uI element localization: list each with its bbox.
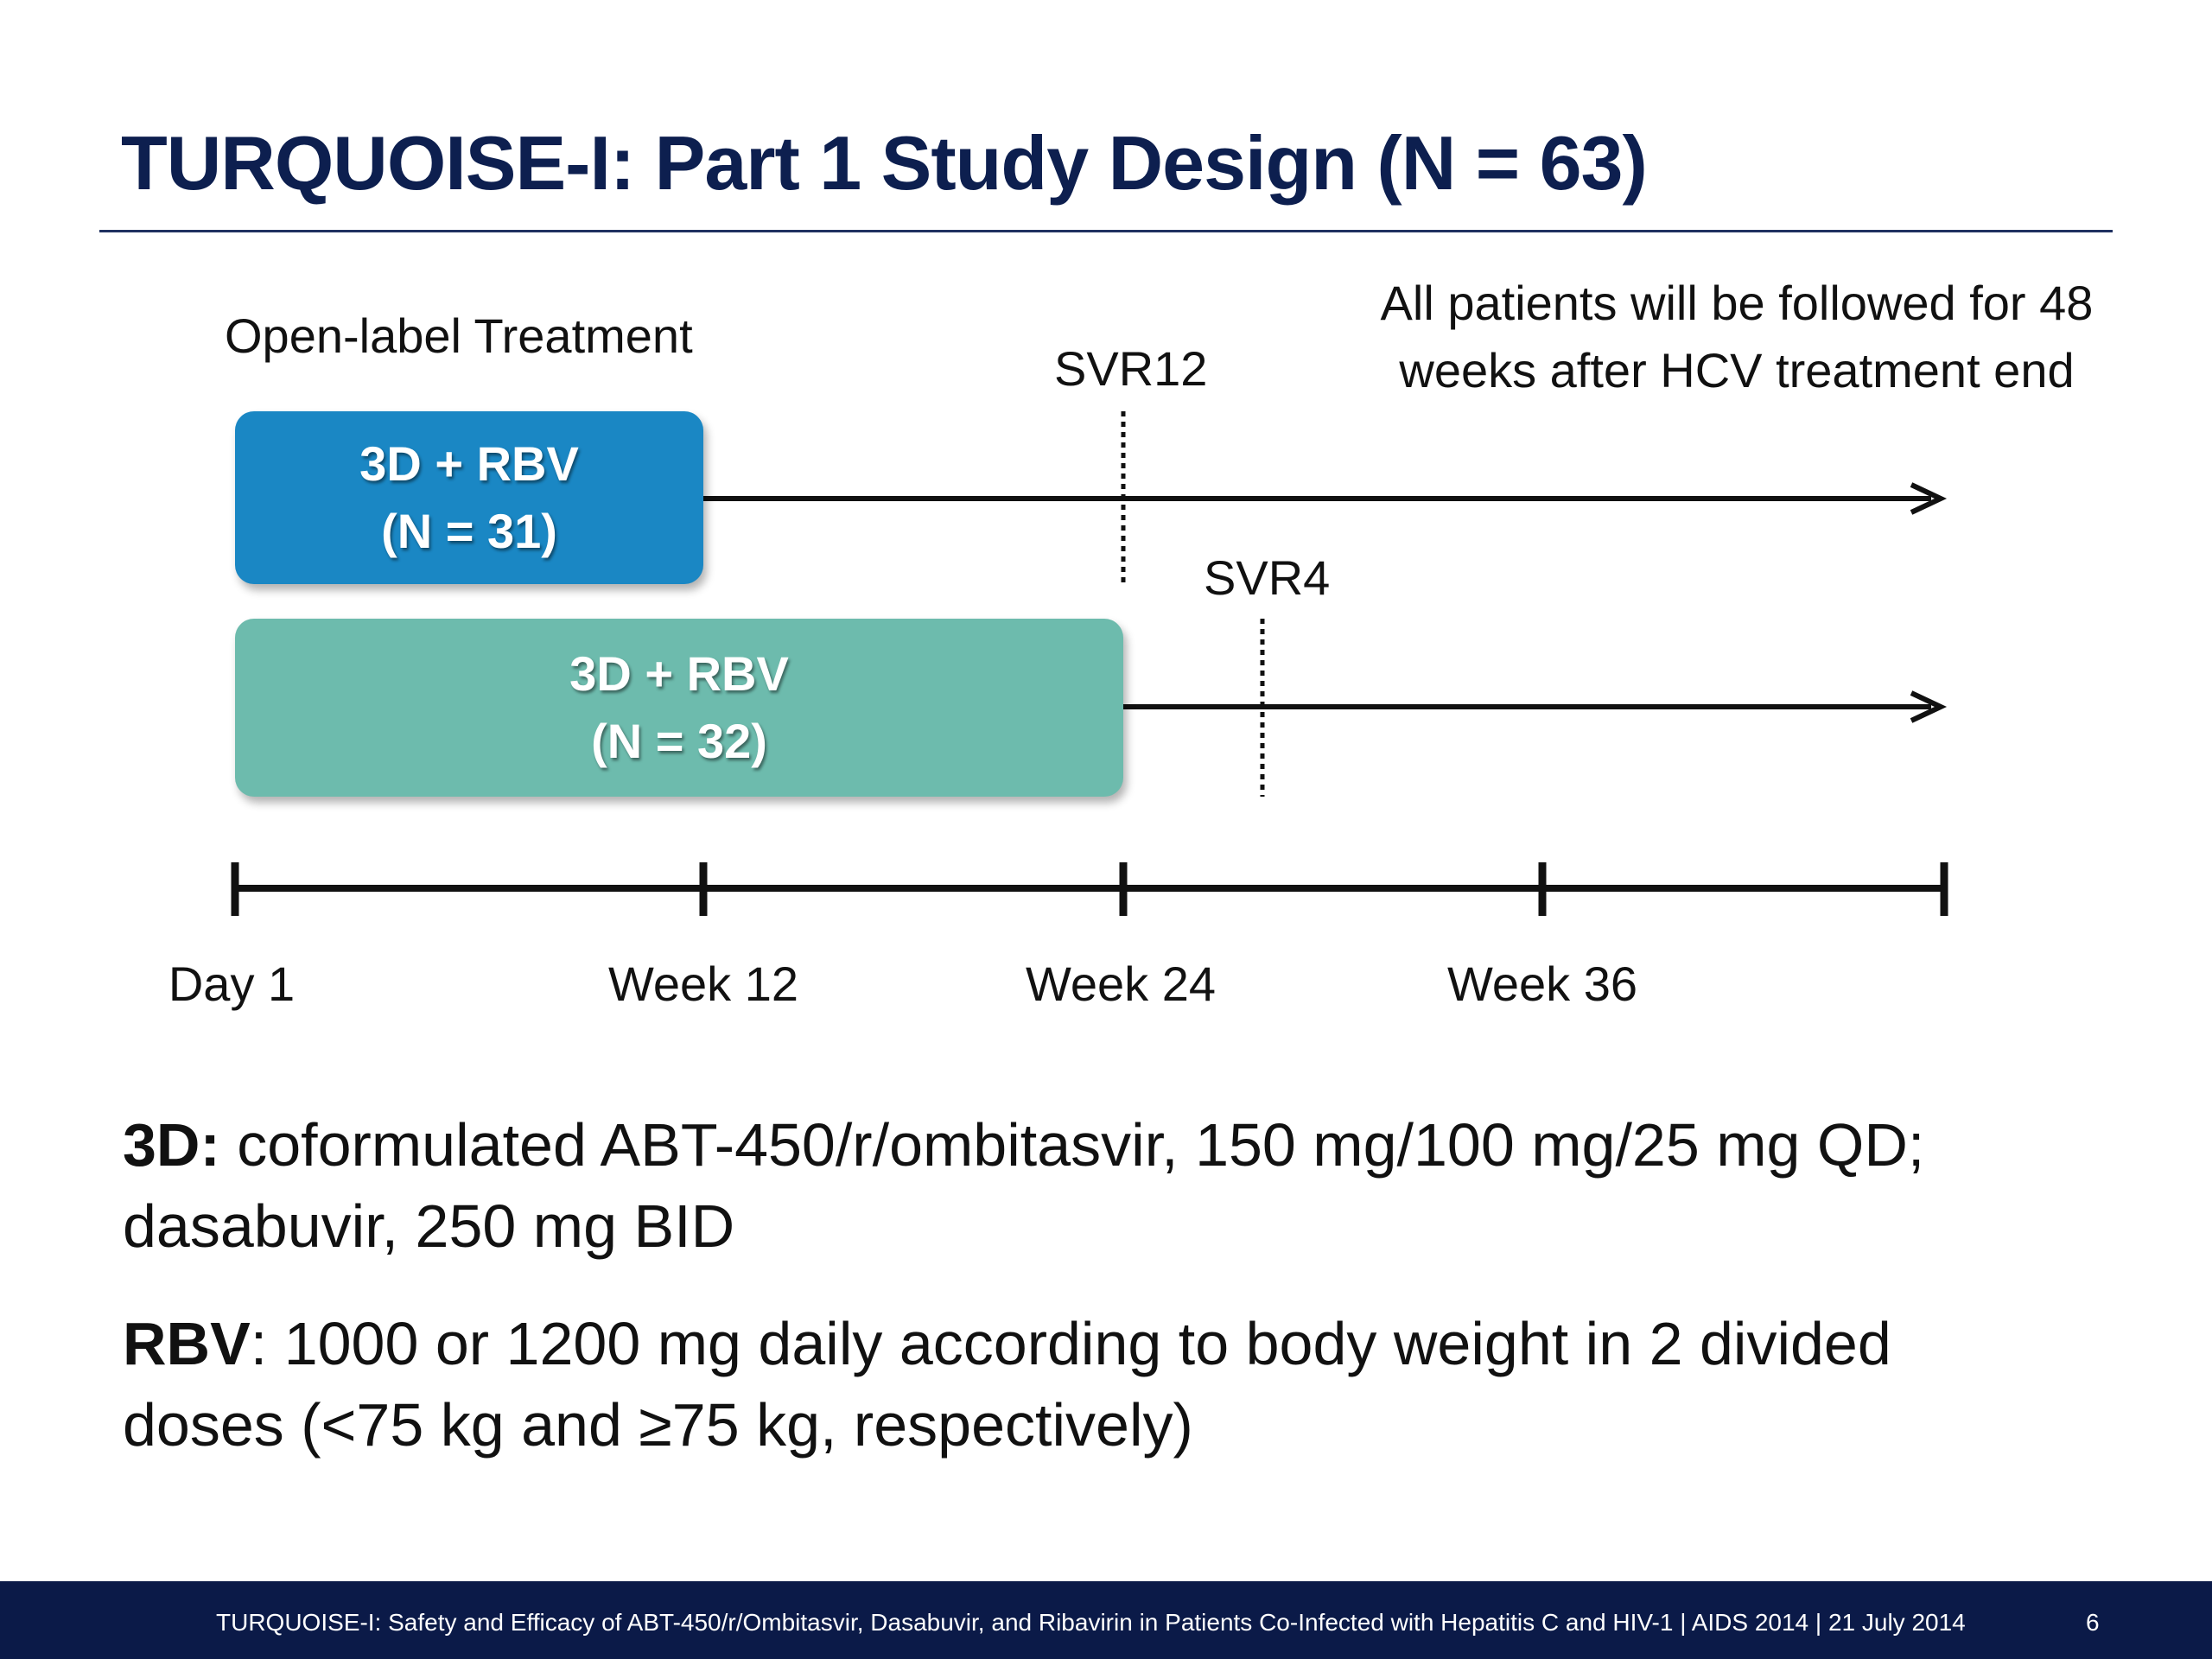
arm-1-regimen: 3D + RBV (359, 436, 579, 491)
tick-label-day1: Day 1 (168, 957, 296, 1011)
tick-label-week24: Week 24 (1026, 957, 1216, 1011)
treatment-arm-1-box: 3D + RBV (N = 31) (235, 411, 703, 584)
svr12-label: SVR12 (1054, 341, 1208, 396)
tick-label-week36: Week 36 (1447, 957, 1637, 1011)
treatment-arm-2-box: 3D + RBV (N = 32) (235, 619, 1123, 797)
note-3d-label: 3D: (123, 1111, 220, 1179)
arm-1-count: (N = 31) (381, 504, 557, 558)
note-3d-text-line2: dasabuvir, 250 mg BID (123, 1192, 735, 1260)
note-rbv-label: RBV (123, 1310, 251, 1377)
followup-line-2: weeks after HCV treatment end (1399, 343, 2075, 397)
note-rbv-text-line2: doses (<75 kg and ≥75 kg, respectively) (123, 1391, 1193, 1459)
note-rbv-definition: RBV: 1000 or 1200 mg daily according to … (123, 1303, 2127, 1465)
arm-2-regimen: 3D + RBV (569, 646, 789, 701)
tick-label-week12: Week 12 (608, 957, 798, 1011)
followup-note: All patients will be followed for 48 wee… (1348, 270, 2126, 404)
footer-bar (0, 1581, 2212, 1659)
arm-2-count: (N = 32) (591, 714, 767, 768)
arm-2-arrowhead (1910, 690, 1948, 723)
note-rbv-text: : 1000 or 1200 mg daily according to bod… (250, 1310, 1891, 1377)
slide-title: TURQUOISE-I: Part 1 Study Design (N = 63… (121, 120, 1648, 206)
page-number: 6 (2086, 1609, 2100, 1636)
arm-1-arrowhead (1910, 482, 1948, 515)
followup-line-1: All patients will be followed for 48 (1380, 276, 2094, 330)
note-3d-text: coformulated ABT-450/r/ombitasvir, 150 m… (219, 1111, 1925, 1179)
open-label-treatment-label: Open-label Treatment (225, 308, 693, 363)
title-divider (99, 230, 2113, 232)
svr4-label: SVR4 (1204, 550, 1331, 605)
footer-citation: TURQUOISE-I: Safety and Efficacy of ABT-… (216, 1609, 1966, 1636)
note-3d-definition: 3D: coformulated ABT-450/r/ombitasvir, 1… (123, 1104, 2127, 1267)
